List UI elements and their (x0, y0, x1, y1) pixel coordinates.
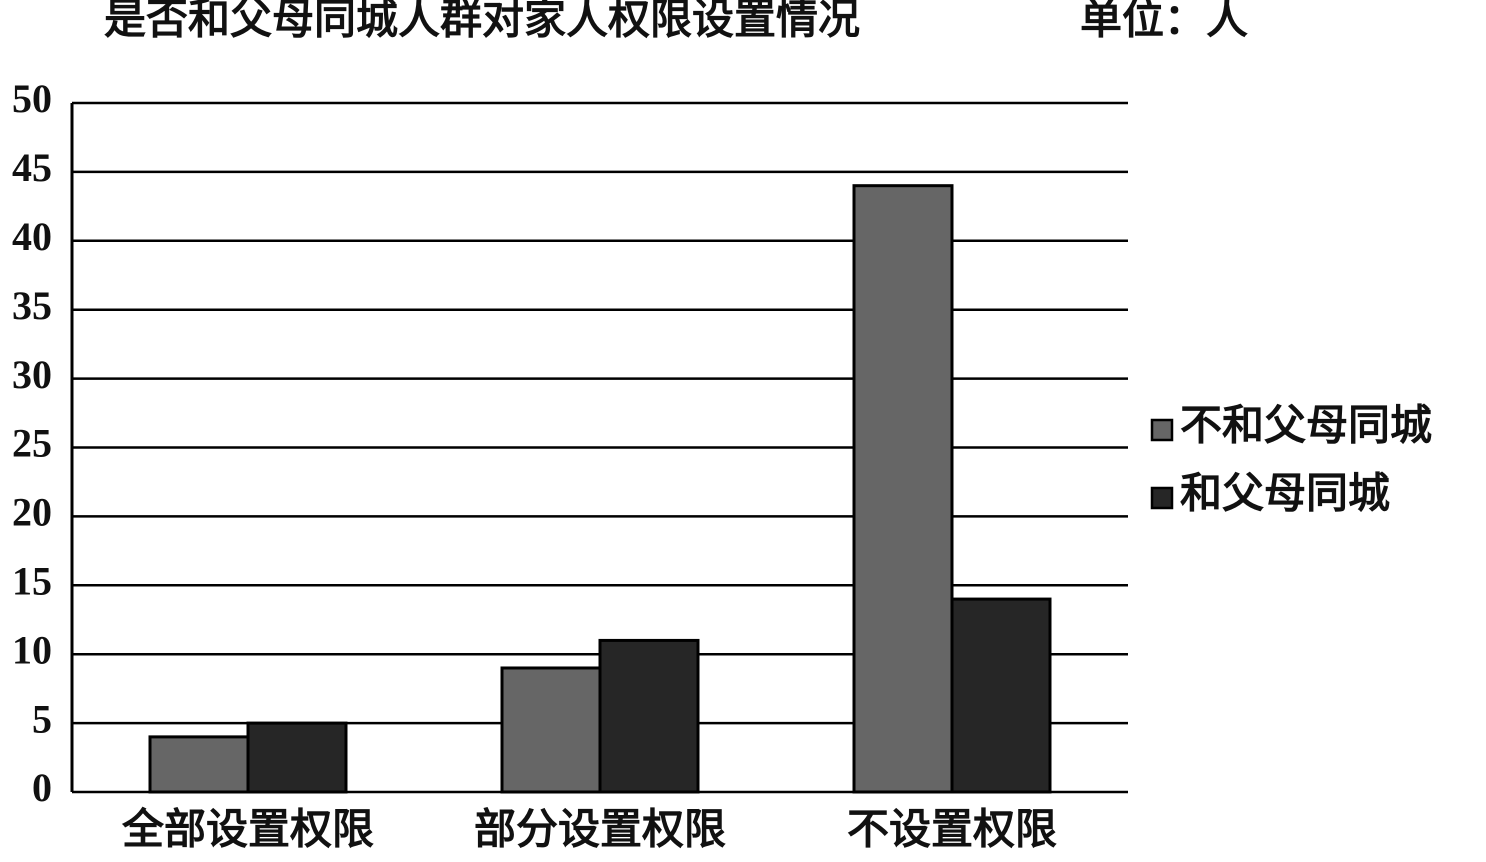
y-tick-label: 5 (32, 696, 52, 741)
x-tick-label: 部分设置权限 (474, 807, 726, 854)
y-tick-label: 45 (12, 145, 52, 190)
y-tick-label: 40 (12, 214, 52, 259)
y-tick-label: 0 (32, 765, 52, 810)
y-tick-label: 35 (12, 283, 52, 328)
unit-label: 单位：人 (1080, 0, 1248, 44)
x-tick-label: 不设置权限 (847, 807, 1057, 854)
bar (246, 721, 348, 794)
legend-label: 和父母同城 (1180, 471, 1390, 518)
bar (950, 597, 1052, 794)
chart-title: 是否和父母同城人群对家人权限设置情况 (104, 0, 860, 44)
bar (500, 666, 602, 794)
bar (852, 184, 954, 794)
y-tick-label: 10 (12, 627, 52, 672)
y-tick-label: 30 (12, 352, 52, 397)
bar (598, 638, 700, 794)
y-tick-label: 15 (12, 558, 52, 603)
bar (148, 735, 250, 794)
x-tick-label: 全部设置权限 (121, 806, 374, 854)
y-tick-label: 25 (12, 421, 52, 466)
legend-swatch (1150, 418, 1174, 442)
y-tick-label: 20 (12, 490, 52, 535)
y-tick-label: 50 (12, 76, 52, 121)
legend-label: 不和父母同城 (1180, 403, 1432, 450)
legend-swatch (1150, 486, 1174, 510)
